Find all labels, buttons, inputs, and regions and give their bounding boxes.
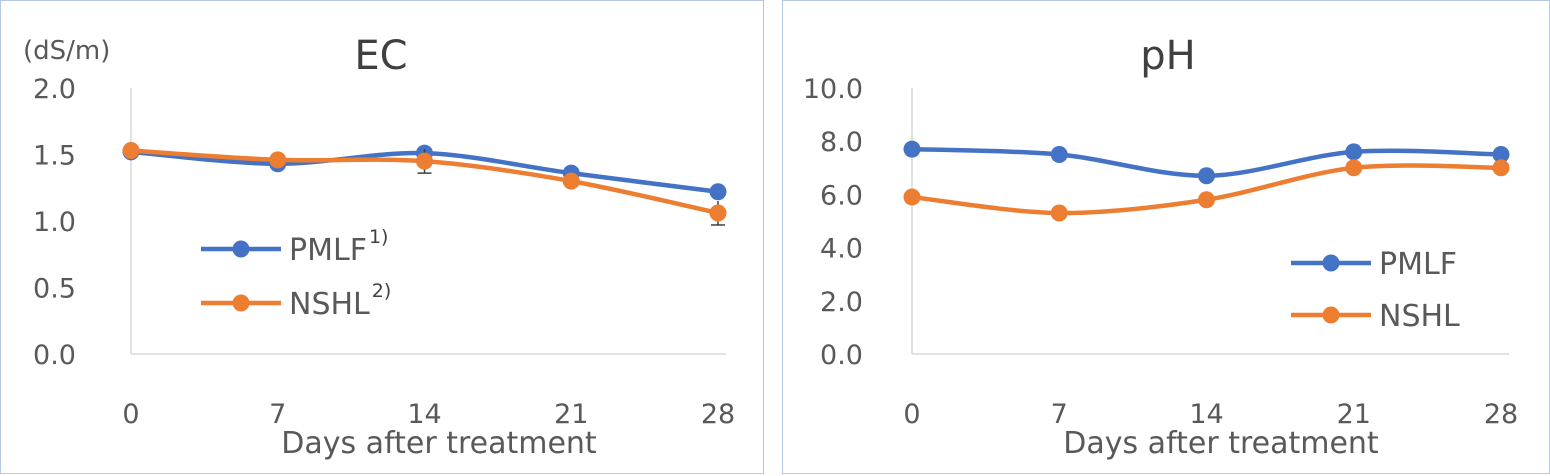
ph-chart-panel: pH 0.0 2.0 4.0 6.0 8.0 10.0 0 7 14 21 28 Days afte… — [782, 0, 1550, 474]
ph-y-tick-label: 2.0 — [820, 287, 863, 318]
ec-legend: PMLF 1) NSHL 2) — [201, 226, 391, 322]
ph-legend-marker-pmlf — [1322, 254, 1340, 272]
ph-point-pmlf — [1050, 146, 1068, 163]
ph-point-nshl — [1198, 191, 1215, 209]
ph-y-tick-label: 6.0 — [820, 180, 863, 211]
ph-point-pmlf — [903, 140, 921, 158]
ph-legend-marker-nshl — [1322, 306, 1340, 324]
ec-legend-label-nshl: NSHL — [289, 287, 370, 322]
ec-y-tick-label: 2.0 — [33, 74, 76, 105]
ec-legend-marker-nshl — [232, 294, 250, 312]
ec-legend-label-pmlf: PMLF — [289, 233, 367, 268]
ec-point-pmlf — [709, 183, 727, 201]
ph-y-tick-label: 4.0 — [820, 234, 863, 265]
ph-point-pmlf — [1492, 146, 1510, 163]
ph-point-pmlf — [1198, 167, 1215, 185]
ph-y-tick-label: 8.0 — [820, 127, 863, 158]
ec-unit-label: (dS/m) — [23, 36, 110, 66]
ec-y-tick-label: 1.0 — [33, 207, 76, 238]
ph-y-tick-label: 0.0 — [820, 340, 863, 371]
ph-x-tick-label: 0 — [903, 399, 920, 430]
ph-y-tick-label: 10.0 — [803, 74, 863, 105]
ec-y-tick-label: 0.5 — [33, 274, 76, 305]
ph-point-nshl — [1492, 159, 1510, 177]
ph-point-pmlf — [1345, 143, 1363, 161]
ph-chart: pH 0.0 2.0 4.0 6.0 8.0 10.0 0 7 14 21 28 Days afte… — [803, 33, 1518, 461]
ph-legend-label-nshl: NSHL — [1379, 299, 1460, 334]
ph-point-nshl — [1345, 159, 1363, 177]
ph-chart-title: pH — [1140, 33, 1195, 79]
ec-point-nshl — [122, 142, 140, 160]
ec-point-nshl — [416, 152, 433, 170]
ec-chart-panel: EC (dS/m) 0.0 0.5 1.0 1.5 2.0 0 7 14 21 28 Days a… — [0, 0, 764, 474]
ec-point-nshl — [269, 151, 287, 169]
ec-x-tick-label: 21 — [554, 399, 588, 430]
ec-point-nshl — [709, 204, 727, 222]
ph-point-nshl — [1050, 204, 1068, 222]
ec-x-axis-label: Days after treatment — [281, 426, 597, 461]
ph-x-axis-label: Days after treatment — [1063, 426, 1379, 461]
ec-x-tick-label: 7 — [269, 399, 286, 430]
ph-point-nshl — [903, 188, 921, 206]
ec-legend-marker-pmlf — [232, 240, 250, 258]
ec-x-tick-label: 0 — [122, 399, 139, 430]
ec-y-tick-label: 0.0 — [33, 340, 76, 371]
ec-chart: EC (dS/m) 0.0 0.5 1.0 1.5 2.0 0 7 14 21 28 Days a… — [23, 33, 735, 461]
ph-x-tick-label: 14 — [1189, 399, 1223, 430]
ec-chart-title: EC — [354, 33, 407, 79]
ph-x-tick-label: 21 — [1337, 399, 1371, 430]
ph-x-tick-label: 7 — [1051, 399, 1068, 430]
ec-y-tick-label: 1.5 — [33, 141, 76, 172]
ph-legend: PMLF NSHL — [1291, 247, 1460, 334]
ec-point-nshl — [562, 172, 580, 190]
ph-legend-label-pmlf: PMLF — [1379, 247, 1457, 282]
ec-x-tick-label: 28 — [701, 399, 735, 430]
ec-legend-note-nshl: 2) — [372, 280, 392, 302]
ec-legend-note-pmlf: 1) — [369, 226, 389, 248]
ec-x-tick-label: 14 — [407, 399, 441, 430]
ph-x-tick-label: 28 — [1484, 399, 1518, 430]
